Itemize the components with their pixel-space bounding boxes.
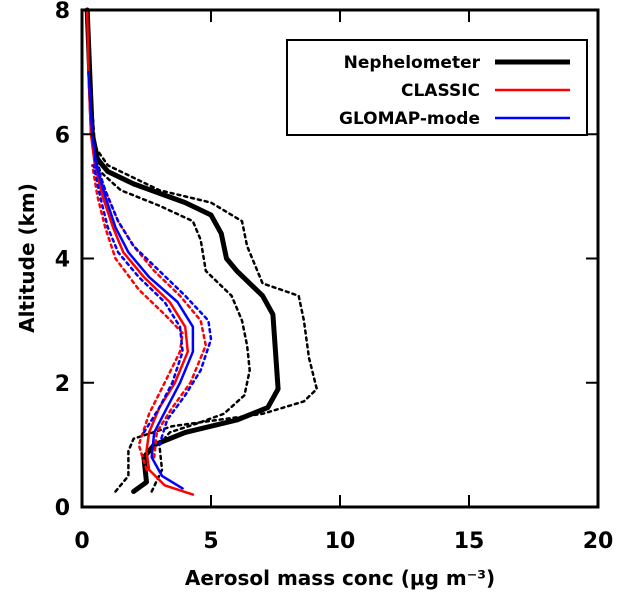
series-line-7 — [93, 157, 213, 447]
y-tick-label: 6 — [55, 123, 70, 148]
x-tick-label: 5 — [203, 529, 218, 554]
x-tick-label: 15 — [454, 529, 485, 554]
legend: Nephelometer CLASSIC GLOMAP-mode — [286, 39, 588, 136]
series-line-0 — [84, 7, 281, 494]
x-tick-label: 10 — [325, 529, 356, 554]
series-line-6 — [87, 70, 195, 490]
tick-layer: 0 5 10 15 20 0 2 4 6 8 — [55, 0, 614, 554]
legend-label: CLASSIC — [401, 81, 480, 101]
y-axis-title: Altitude (km) — [15, 183, 39, 333]
series-line-5 — [93, 157, 208, 459]
legend-label: Nephelometer — [344, 53, 481, 73]
series-line-1 — [88, 70, 319, 493]
x-tick-label: 0 — [74, 529, 89, 554]
series-layer — [84, 7, 319, 496]
y-tick-label: 4 — [55, 248, 70, 273]
legend-label: GLOMAP-mode — [339, 109, 480, 129]
y-tick-label: 8 — [55, 0, 70, 24]
x-tick-label: 20 — [583, 529, 614, 554]
x-axis-title: Aerosol mass conc (μg m⁻³) — [185, 566, 495, 590]
y-tick-label: 0 — [55, 496, 70, 521]
series-line-4 — [91, 164, 184, 471]
series-line-2 — [91, 145, 251, 493]
series-line-8 — [92, 164, 184, 434]
y-tick-label: 2 — [55, 372, 70, 397]
